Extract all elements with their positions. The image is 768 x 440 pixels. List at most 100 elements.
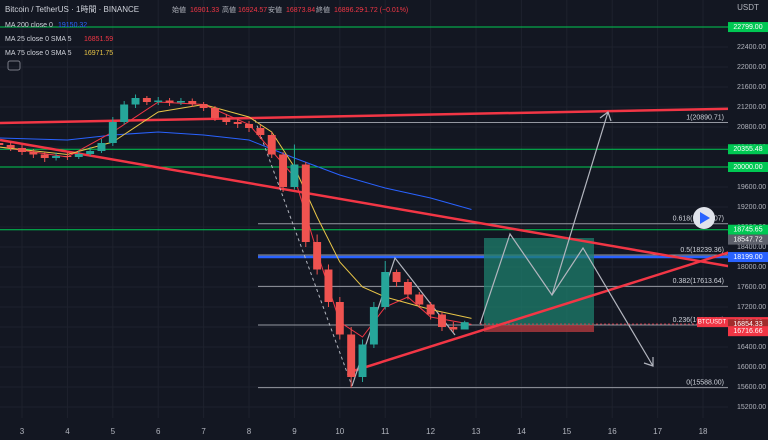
candle-body	[97, 143, 106, 151]
candle-body	[369, 307, 378, 345]
price-tag-label: 16854.33	[733, 321, 762, 328]
legend-name: MA 75 close 0 SMA 5	[5, 50, 72, 57]
y-tick-label: 22000.00	[737, 64, 766, 71]
symbol-tag	[697, 317, 728, 328]
y-tick-label: 16400.00	[737, 344, 766, 351]
y-tick-label: 17600.00	[737, 284, 766, 291]
candle-body	[403, 282, 412, 295]
ohlc-item: 16924.57	[238, 7, 267, 14]
plot	[0, 94, 472, 388]
candle-body	[449, 327, 458, 330]
x-tick-label: 12	[426, 427, 435, 436]
y-tick-label: 20800.00	[737, 124, 766, 131]
candle-body	[233, 122, 242, 124]
x-tick-label: 4	[65, 427, 70, 436]
candle-body	[108, 122, 117, 143]
price-tag	[728, 234, 768, 245]
play-icon	[700, 212, 710, 224]
fib-label: 0(15588.00)	[686, 379, 724, 386]
price-tag	[728, 22, 768, 33]
ohlc-item: 16896.29	[334, 7, 363, 14]
y-tick-label: 18000.00	[737, 264, 766, 271]
x-tick-label: 16	[608, 427, 617, 436]
candle-body	[256, 128, 265, 135]
profit-zone	[484, 238, 594, 325]
y-tick-label: 22400.00	[737, 44, 766, 51]
candle-body	[245, 124, 253, 128]
collapse-button[interactable]	[7, 60, 21, 71]
projection-path	[551, 111, 609, 296]
grid	[0, 0, 728, 418]
y-tick-label: 21600.00	[737, 84, 766, 91]
y-tick-label: 15600.00	[737, 384, 766, 391]
price-tag-label: 20355.48	[733, 146, 762, 153]
x-tick-label: 18	[699, 427, 708, 436]
title: Bitcoin / TetherUS · 1時間 · BINANCE	[5, 5, 139, 14]
ohlc-item: 16901.33	[190, 7, 219, 14]
arrow-head	[643, 357, 654, 367]
candle-body	[290, 164, 299, 187]
header: Bitcoin / TetherUS · 1時間 · BINANCE MA 20…	[5, 5, 408, 57]
y-tick-label: 19200.00	[737, 204, 766, 211]
candle-body	[86, 151, 95, 154]
candle-body	[347, 334, 356, 377]
x-tick-label: 11	[381, 427, 390, 436]
candle-body	[460, 322, 469, 330]
candle-body	[18, 148, 26, 152]
candle-body	[176, 101, 185, 103]
x-tick-label: 8	[247, 427, 252, 436]
price-tag	[728, 224, 768, 235]
candle-body	[381, 272, 390, 307]
price-tag-label: 18547.72	[733, 236, 762, 243]
legend-name: MA 25 close 0 SMA 5	[5, 36, 72, 43]
candle-body	[222, 118, 231, 122]
candle-body	[313, 242, 322, 270]
candle-body	[324, 269, 333, 302]
candle-body	[6, 145, 15, 148]
x-tick-label: 13	[472, 427, 481, 436]
candle-body	[52, 156, 61, 158]
candle-body	[120, 104, 129, 122]
price-tag	[728, 144, 768, 155]
fib-label: 0.5(18239.36)	[680, 247, 724, 254]
price-tag	[728, 319, 768, 330]
ohlc-item: 高値	[222, 5, 236, 14]
currency: USDT	[737, 3, 759, 12]
y-tick-label: 16000.00	[737, 364, 766, 371]
x-tick-label: 17	[653, 427, 662, 436]
price-tag	[728, 162, 768, 172]
trend-line	[0, 138, 768, 275]
candle-body	[335, 302, 344, 335]
price-tag-label: 20000.00	[733, 164, 762, 171]
price-tag-label: 18745.65	[733, 227, 762, 234]
price-tag-label: 18199.00	[733, 254, 762, 261]
candle-body	[165, 100, 174, 103]
candle-body	[279, 154, 288, 187]
y-tick-label: 18400.00	[737, 244, 766, 251]
loss-zone	[484, 325, 594, 332]
x-tick-label: 9	[292, 427, 297, 436]
y-tick-label: 17200.00	[737, 304, 766, 311]
candle-body	[40, 154, 49, 158]
ohlc-item: 16873.84	[286, 7, 315, 14]
candle-body	[438, 314, 446, 327]
candle-body	[267, 135, 276, 155]
candle-body	[301, 164, 310, 242]
candle-body	[415, 294, 424, 305]
price-axis	[728, 0, 768, 440]
candle-body	[74, 154, 83, 157]
symbol-tag-label: BTCUSDT	[698, 320, 727, 326]
candle-body	[142, 98, 151, 102]
price-tag	[728, 252, 768, 263]
x-tick-label: 3	[20, 427, 25, 436]
candle-body	[131, 98, 140, 105]
ohlc-item: 安値	[268, 5, 282, 14]
x-tick-label: 10	[335, 427, 344, 436]
legend-value: 16851.59	[84, 36, 113, 43]
candle-body	[29, 152, 38, 155]
price-tag-label: 22799.00	[733, 24, 762, 31]
dashed-line	[254, 119, 353, 387]
candle-body	[210, 108, 219, 118]
